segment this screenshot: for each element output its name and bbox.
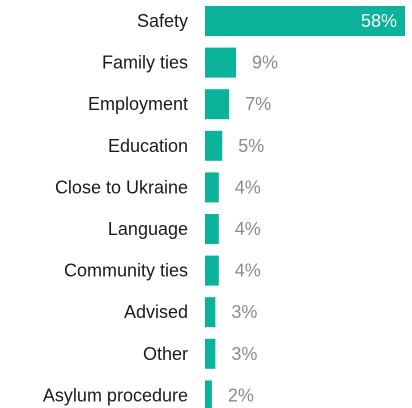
- value-label: 4%: [235, 261, 261, 281]
- value-label: 9%: [252, 53, 278, 73]
- category-label: Education: [108, 136, 188, 156]
- value-label: 4%: [235, 177, 261, 197]
- value-label: 5%: [238, 136, 264, 156]
- value-label: 2%: [228, 385, 254, 405]
- value-label: 58%: [361, 11, 397, 31]
- bar: [205, 297, 216, 328]
- category-label: Family ties: [102, 53, 188, 73]
- bar: [205, 214, 219, 244]
- value-label: 4%: [235, 219, 261, 239]
- category-label: Other: [143, 344, 188, 364]
- category-label: Employment: [88, 94, 188, 114]
- value-label: 7%: [245, 94, 271, 114]
- bar: [205, 380, 212, 408]
- bars-group: Safety 58% Family ties 9% Employment 7% Educat…: [43, 6, 405, 408]
- category-label: Advised: [124, 302, 188, 322]
- bar: [205, 338, 216, 369]
- bar: [205, 6, 405, 36]
- category-label: Asylum procedure: [43, 385, 188, 405]
- value-label: 3%: [231, 344, 257, 364]
- bar: [205, 89, 230, 120]
- bar: [205, 47, 237, 78]
- bar: [205, 172, 219, 203]
- bar: [205, 130, 223, 161]
- value-label: 3%: [231, 302, 257, 322]
- category-label: Close to Ukraine: [55, 177, 188, 197]
- category-label: Safety: [137, 11, 188, 31]
- category-label: Community ties: [64, 261, 188, 281]
- category-label: Language: [108, 219, 188, 239]
- bar: [205, 255, 219, 286]
